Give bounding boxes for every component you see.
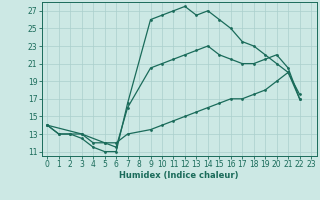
X-axis label: Humidex (Indice chaleur): Humidex (Indice chaleur) — [119, 171, 239, 180]
